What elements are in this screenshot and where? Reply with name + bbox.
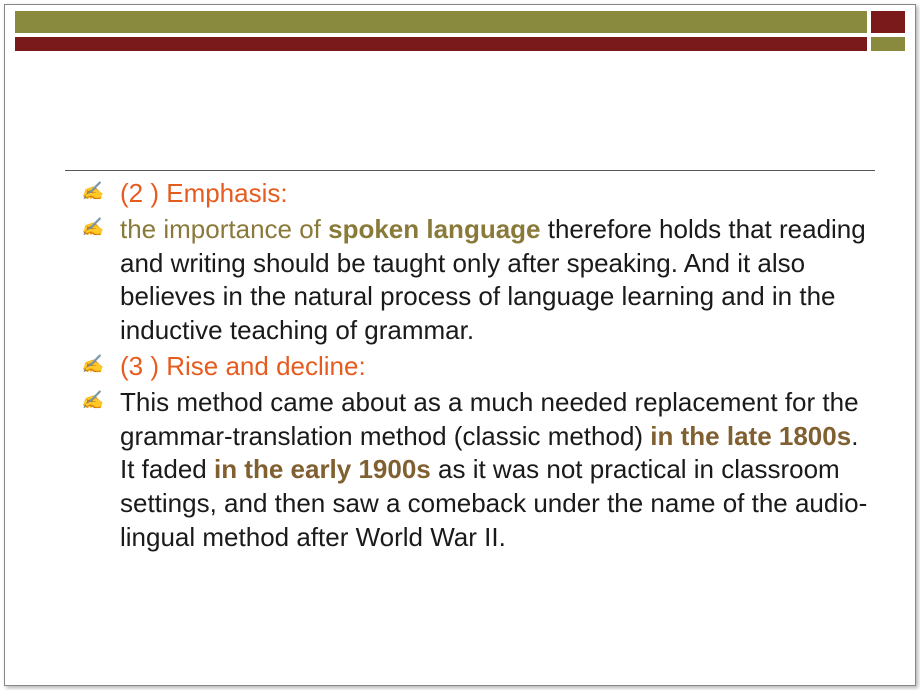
divider-top [65, 170, 875, 171]
text-bold-span: spoken language [328, 214, 540, 244]
header-bar-2-right [871, 37, 905, 51]
header-bar-1 [15, 11, 905, 33]
header-bar-2-left [15, 37, 867, 51]
bullet-emphasis-body: ✍ the importance of spoken language ther… [65, 213, 875, 348]
bullet-heading-text: (3 ) Rise and decline: [120, 350, 875, 384]
bullet-body-text: the importance of spoken language theref… [120, 213, 875, 348]
header-bar-1-left [15, 11, 867, 33]
pencil-icon: ✍ [65, 177, 120, 211]
text-span: the importance of [120, 214, 328, 244]
pencil-icon: ✍ [65, 386, 120, 555]
bullet-heading-text: (2 ) Emphasis: [120, 177, 875, 211]
bullet-body-text: This method came about as a much needed … [120, 386, 875, 555]
pencil-icon: ✍ [65, 213, 120, 348]
bullet-rise-body: ✍ This method came about as a much neede… [65, 386, 875, 555]
slide-frame: ✍ (2 ) Emphasis: ✍ the importance of spo… [4, 4, 916, 686]
bullet-emphasis-heading: ✍ (2 ) Emphasis: [65, 177, 875, 211]
content-area: ✍ (2 ) Emphasis: ✍ the importance of spo… [65, 170, 875, 557]
pencil-icon: ✍ [65, 350, 120, 384]
header-bar-2 [15, 37, 905, 51]
header-decoration [15, 11, 905, 51]
text-bold-span: in the late 1800s [650, 421, 851, 451]
bullet-rise-heading: ✍ (3 ) Rise and decline: [65, 350, 875, 384]
text-bold-span: in the early 1900s [214, 454, 431, 484]
header-bar-1-right [871, 11, 905, 33]
